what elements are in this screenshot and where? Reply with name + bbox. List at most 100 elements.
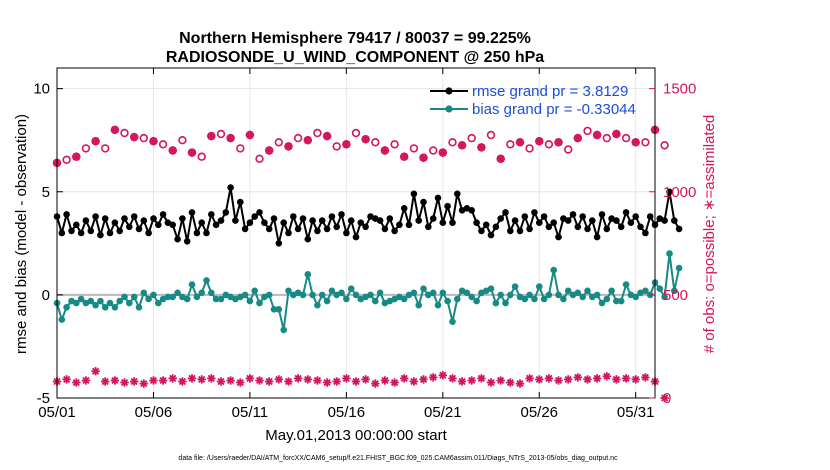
obs-assimilated-point-11 bbox=[158, 376, 168, 385]
rmse-point-58 bbox=[333, 223, 341, 231]
bias-point-128 bbox=[671, 287, 678, 295]
x-axis: 05/01 05/06 05/11 05/16 05/21 05/26 05/31 bbox=[38, 68, 654, 421]
rmse-point-9 bbox=[97, 231, 104, 239]
rmse-point-42 bbox=[256, 209, 263, 216]
rmse-point-126 bbox=[661, 217, 668, 224]
rmse-point-18 bbox=[140, 217, 148, 224]
rmse-point-36 bbox=[227, 184, 234, 191]
rmse-point-8 bbox=[92, 213, 99, 220]
obs-possible-point-29 bbox=[332, 142, 341, 151]
obs-assimilated-point-38 bbox=[419, 375, 428, 384]
rmse-point-59 bbox=[338, 211, 345, 218]
obs-assimilated-point-29-stroke-3 bbox=[333, 377, 341, 386]
obs-assimilated-upper-point-12 bbox=[168, 146, 177, 155]
bias-point-98 bbox=[526, 291, 533, 299]
obs-assimilated-upper-point-56-stroke-3 bbox=[593, 131, 601, 139]
obs-possible-point-25 bbox=[293, 133, 303, 143]
obs-assimilated-point-43 bbox=[467, 376, 476, 385]
x-tick-label-2: 05/11 bbox=[232, 404, 268, 421]
obs-possible-point-5 bbox=[100, 144, 110, 153]
obs-assimilated-upper-point-44-stroke-3 bbox=[477, 143, 486, 152]
bias-point-93 bbox=[502, 299, 509, 307]
bias-point-61 bbox=[347, 285, 355, 293]
y-tick-label-3: 10 bbox=[33, 81, 50, 98]
bias-point-115 bbox=[608, 287, 615, 295]
obs-assimilated-upper-point-44 bbox=[477, 143, 486, 152]
obs-assimilated-upper-point-32-stroke-3 bbox=[362, 135, 370, 143]
obs-assimilated-point-31 bbox=[351, 377, 361, 386]
obs-assimilated-point-1 bbox=[62, 375, 71, 384]
bias-point-102 bbox=[545, 291, 553, 299]
obs-assimilated-upper-point-48-stroke-3 bbox=[516, 138, 524, 146]
x-tick-label-3: 05/16 bbox=[328, 404, 366, 421]
bias-point-55 bbox=[318, 291, 326, 299]
rmse-point-37 bbox=[232, 217, 239, 224]
rmse-point-110 bbox=[584, 225, 591, 233]
rmse-point-6 bbox=[82, 217, 90, 224]
obs-assimilated-upper-point-22 bbox=[265, 146, 274, 155]
chart-subtitle: RADIOSONDE_U_WIND_COMPONENT @ 250 hPa bbox=[166, 49, 544, 66]
obs-assimilated-upper-point-54-stroke-3 bbox=[574, 134, 582, 142]
obs-assimilated-point-27 bbox=[313, 376, 322, 385]
obs-assimilated-point-46 bbox=[496, 376, 505, 385]
bias-point-105 bbox=[560, 295, 567, 303]
rmse-point-47 bbox=[280, 219, 288, 226]
rmse-point-109 bbox=[579, 213, 586, 220]
obs-possible-point-27 bbox=[313, 128, 322, 138]
bias-point-79 bbox=[434, 301, 442, 309]
obs-assimilated-upper-point-16-stroke-3 bbox=[207, 132, 215, 140]
bias-point-113 bbox=[598, 299, 606, 307]
obs-assimilated-point-41 bbox=[448, 374, 457, 383]
obs-assimilated-point-10 bbox=[149, 376, 158, 385]
obs-assimilated-point-47-stroke-3 bbox=[506, 378, 514, 387]
obs-assimilated-point-45-stroke-3 bbox=[487, 378, 495, 387]
rmse-point-89 bbox=[482, 221, 490, 229]
y-tick-label-2: 5 bbox=[42, 184, 50, 201]
rmse-point-114 bbox=[603, 225, 611, 233]
obs-assimilated-point-48-stroke-3 bbox=[516, 379, 524, 388]
obs-assimilated-point-33-stroke-3 bbox=[371, 379, 379, 388]
bias-point-51 bbox=[299, 291, 307, 299]
obs-assimilated-point-26-stroke-3 bbox=[304, 375, 312, 384]
rmse-point-117 bbox=[617, 223, 625, 231]
obs-assimilated-point-42 bbox=[457, 377, 467, 386]
bias-point-45 bbox=[270, 306, 278, 313]
obs-possible-point-33 bbox=[371, 138, 380, 147]
right-y-axis: 0 500 1000 1500 bbox=[649, 81, 696, 407]
bias-point-92 bbox=[497, 291, 505, 299]
bias-point-10 bbox=[101, 304, 109, 311]
bias-point-30 bbox=[198, 289, 205, 297]
obs-assimilated-point-15-stroke-3 bbox=[198, 375, 206, 384]
obs-possible-point-1 bbox=[62, 155, 71, 165]
bias-point-90 bbox=[487, 285, 495, 293]
y-right-axis-label: # of obs: o=possible; ∗=assimilated bbox=[701, 115, 718, 354]
rmse-point-35 bbox=[222, 209, 230, 216]
obs-assimilated-point-36-stroke-3 bbox=[400, 374, 408, 383]
chart-title: Northern Hemisphere 79417 / 80037 = 99.2… bbox=[179, 30, 531, 47]
bias-point-5 bbox=[77, 295, 85, 303]
bias-point-52 bbox=[304, 271, 312, 278]
obs-assimilated-point-39-stroke-3 bbox=[429, 373, 437, 381]
rmse-point-64 bbox=[362, 223, 369, 231]
obs-assimilated-point-47 bbox=[506, 378, 515, 387]
obs-assimilated-point-41-stroke-3 bbox=[448, 374, 457, 383]
obs-possible-point-23 bbox=[274, 138, 283, 147]
obs-assimilated-series bbox=[52, 367, 669, 403]
obs-assimilated-point-51 bbox=[544, 374, 554, 383]
bias-point-122 bbox=[642, 287, 649, 295]
obs-assimilated-point-35 bbox=[390, 378, 399, 387]
obs-assimilated-point-28 bbox=[322, 378, 332, 387]
obs-assimilated-point-29 bbox=[332, 377, 341, 386]
bias-point-129 bbox=[675, 264, 683, 272]
bias-point-40 bbox=[246, 297, 254, 305]
plot-frame bbox=[56, 67, 656, 399]
obs-assimilated-point-22-stroke-3 bbox=[265, 377, 273, 386]
obs-possible-point-61 bbox=[641, 138, 650, 147]
obs-assimilated-point-11-stroke-3 bbox=[159, 376, 167, 385]
obs-assimilated-upper-point-22-stroke-3 bbox=[265, 146, 273, 155]
x-tick-label-4: 05/21 bbox=[424, 404, 462, 421]
bias-point-12 bbox=[111, 304, 119, 311]
bias-point-48 bbox=[285, 287, 292, 295]
rmse-point-17 bbox=[135, 225, 143, 233]
